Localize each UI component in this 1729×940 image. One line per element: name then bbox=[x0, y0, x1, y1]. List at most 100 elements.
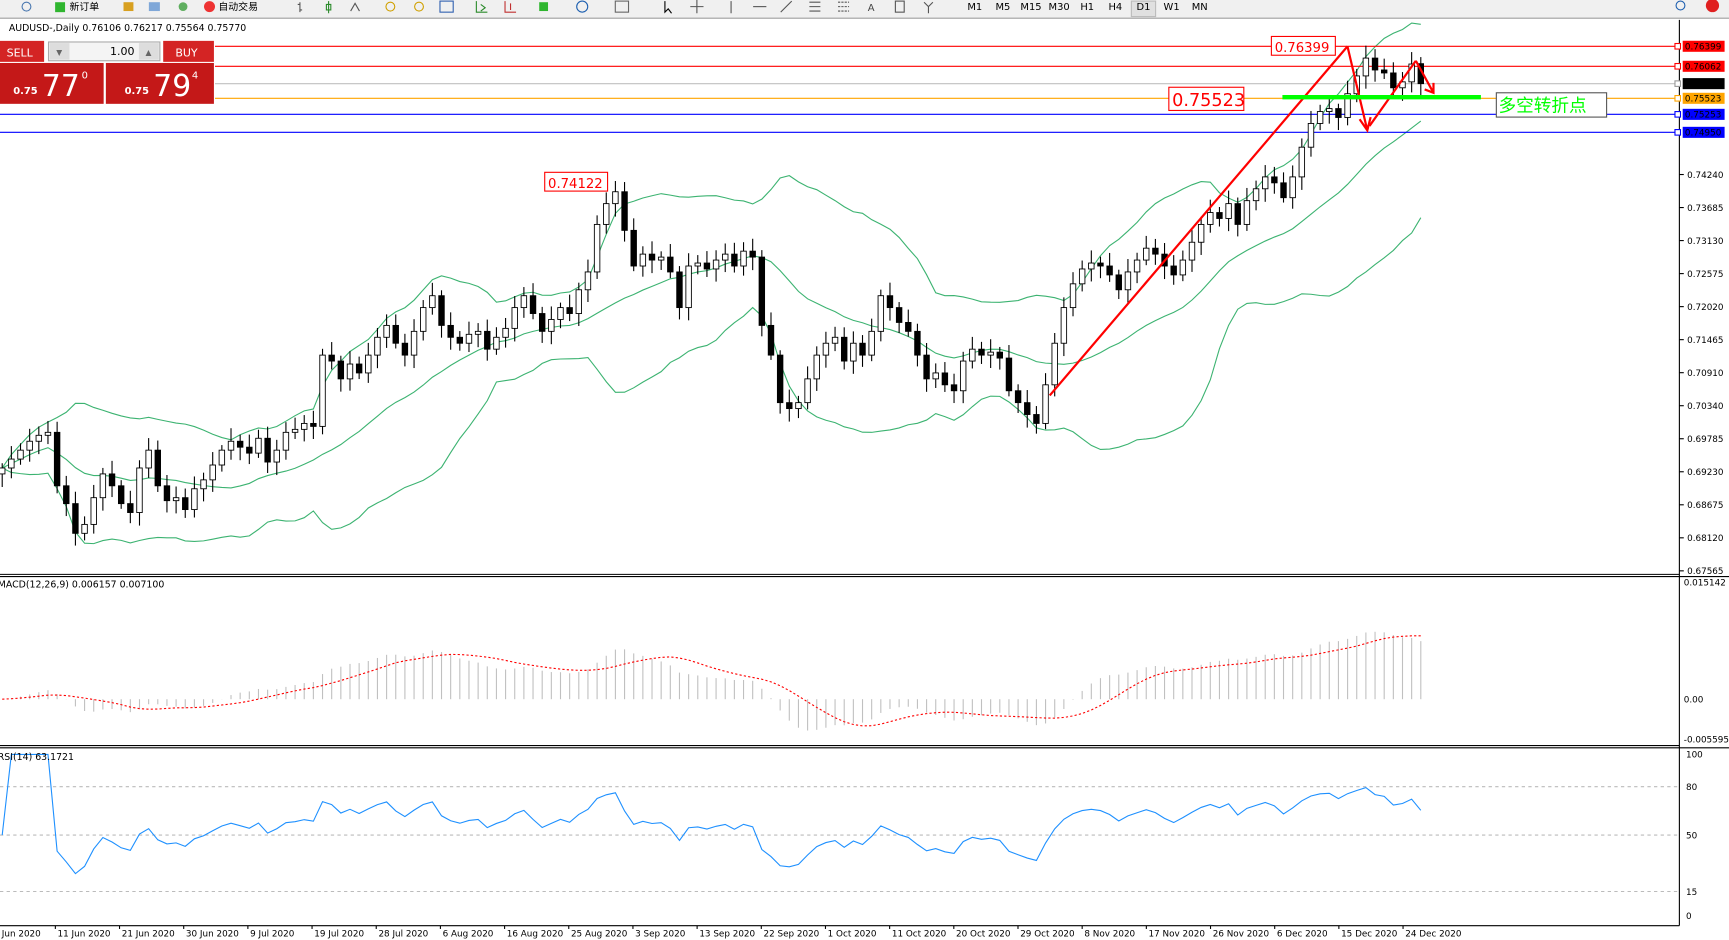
main-pane[interactable] bbox=[0, 19, 1729, 927]
zoom-in-icon[interactable] bbox=[385, 1, 396, 12]
candle-body bbox=[282, 431, 290, 451]
candle bbox=[291, 417, 299, 439]
sell-price-button[interactable]: 0.75 77 0 bbox=[0, 62, 104, 104]
candle-body bbox=[520, 295, 528, 309]
candle-body bbox=[410, 330, 418, 356]
candle bbox=[1133, 252, 1141, 284]
new-order-button[interactable]: 新订单 bbox=[55, 0, 99, 13]
candle-body bbox=[804, 378, 811, 404]
rsi-axis-label: 15 bbox=[1686, 888, 1697, 898]
zoom-tool-icon[interactable] bbox=[21, 1, 32, 12]
candle-body bbox=[1005, 357, 1013, 392]
cursor-icon[interactable] bbox=[664, 1, 672, 14]
volume-decrease-button[interactable] bbox=[49, 43, 70, 60]
candle bbox=[493, 327, 500, 355]
gold-icon[interactable] bbox=[123, 2, 134, 12]
candle-body bbox=[1225, 203, 1232, 219]
autoscroll-icon[interactable] bbox=[475, 1, 488, 13]
candle bbox=[355, 356, 363, 380]
candle-body bbox=[17, 449, 24, 460]
timeframe-d1[interactable]: D1 bbox=[1130, 0, 1157, 18]
notifications-icon[interactable] bbox=[1705, 0, 1720, 13]
candle bbox=[447, 312, 454, 350]
candle bbox=[182, 488, 189, 518]
tile-windows-icon[interactable] bbox=[439, 0, 454, 13]
candle-body bbox=[1170, 265, 1177, 276]
candle bbox=[1326, 95, 1333, 124]
chevron-down-icon: ▼ bbox=[56, 48, 62, 57]
candle bbox=[841, 327, 848, 370]
candle-body bbox=[1262, 176, 1269, 190]
candle-body bbox=[1014, 390, 1022, 404]
timeframe-h1[interactable]: H1 bbox=[1080, 2, 1094, 13]
candle bbox=[319, 348, 326, 435]
bar-chart-icon[interactable] bbox=[297, 2, 303, 13]
templates-icon[interactable] bbox=[614, 0, 630, 13]
text-label-icon[interactable] bbox=[894, 0, 905, 13]
timeframe-m5[interactable]: M5 bbox=[995, 2, 1010, 13]
periods-icon[interactable] bbox=[576, 0, 589, 13]
cloud-icon[interactable] bbox=[148, 2, 160, 12]
candle-body bbox=[99, 473, 107, 499]
rebound-arrow[interactable] bbox=[1368, 60, 1417, 127]
candle bbox=[511, 296, 518, 342]
candle bbox=[1042, 373, 1049, 430]
volume-input[interactable]: 1.00 bbox=[110, 45, 135, 58]
candle bbox=[895, 302, 903, 334]
text-tool-icon[interactable]: A bbox=[868, 3, 875, 14]
timeframe-h4[interactable]: H4 bbox=[1108, 2, 1122, 13]
auto-trading-button[interactable]: 自动交易 bbox=[203, 0, 258, 13]
crosshair-icon[interactable] bbox=[690, 0, 704, 14]
candle-body bbox=[1051, 342, 1058, 386]
candle-body bbox=[291, 428, 299, 433]
signal-icon[interactable] bbox=[178, 2, 188, 12]
search-icon[interactable] bbox=[1675, 0, 1686, 11]
macd-label: MACD(12,26,9) 0.006157 0.007100 bbox=[0, 580, 164, 591]
candle bbox=[17, 443, 24, 465]
timeframe-m1[interactable]: M1 bbox=[967, 2, 982, 13]
time-axis-label: 15 Dec 2020 bbox=[1341, 930, 1398, 940]
candle-body bbox=[319, 354, 326, 427]
buy-price-button[interactable]: 0.75 79 4 bbox=[105, 62, 214, 104]
timeframe-w1[interactable]: W1 bbox=[1164, 2, 1180, 13]
timeframe-m15[interactable]: M15 bbox=[1020, 2, 1041, 13]
chart-shift-icon[interactable] bbox=[504, 1, 517, 13]
price-axis-label: 0.71465 bbox=[1687, 336, 1723, 346]
fibo-fan-icon[interactable] bbox=[838, 1, 850, 12]
fibonacci-icon[interactable] bbox=[809, 1, 821, 12]
down-arrow-2[interactable] bbox=[1414, 60, 1435, 95]
candle bbox=[63, 475, 70, 517]
candle bbox=[1216, 207, 1223, 227]
trendline-icon[interactable] bbox=[780, 0, 793, 13]
candle-body bbox=[969, 348, 976, 362]
candle bbox=[1307, 110, 1315, 157]
timeframe-mn[interactable]: MN bbox=[1192, 2, 1208, 13]
candle bbox=[246, 434, 253, 465]
candle bbox=[1298, 138, 1306, 190]
candle bbox=[273, 439, 280, 476]
indicators-icon[interactable] bbox=[539, 2, 549, 12]
candle-body bbox=[694, 262, 701, 267]
time-axis: 1 Jun 2020 11 Jun 2020 21 Jun 2020 30 Jun 2… bbox=[0, 925, 1462, 940]
annotations[interactable]: 多空转折点 0.76399 0.75523 0.74122 bbox=[544, 35, 1608, 397]
rsi-axis-label: 100 bbox=[1686, 751, 1703, 761]
candle-body bbox=[365, 354, 372, 374]
candle bbox=[776, 350, 784, 414]
candle-body bbox=[548, 319, 555, 332]
down-arrow-1[interactable] bbox=[1346, 46, 1372, 133]
candle bbox=[53, 421, 61, 494]
zoom-out-icon[interactable] bbox=[414, 1, 424, 12]
candle-chart-icon[interactable] bbox=[325, 1, 332, 14]
arrows-icon[interactable] bbox=[923, 1, 934, 14]
macd-axis-label: 0.00 bbox=[1684, 696, 1704, 706]
candle-body bbox=[584, 271, 592, 291]
uptrend-arrow[interactable] bbox=[1048, 45, 1349, 397]
sell-button[interactable]: SELL bbox=[0, 40, 45, 62]
volume-increase-button[interactable] bbox=[138, 43, 159, 60]
buy-button[interactable]: BUY bbox=[163, 40, 214, 62]
timeframe-m30[interactable]: M30 bbox=[1049, 2, 1070, 13]
candle bbox=[383, 314, 390, 348]
candle-body bbox=[932, 372, 939, 380]
line-chart-icon[interactable] bbox=[350, 2, 360, 12]
